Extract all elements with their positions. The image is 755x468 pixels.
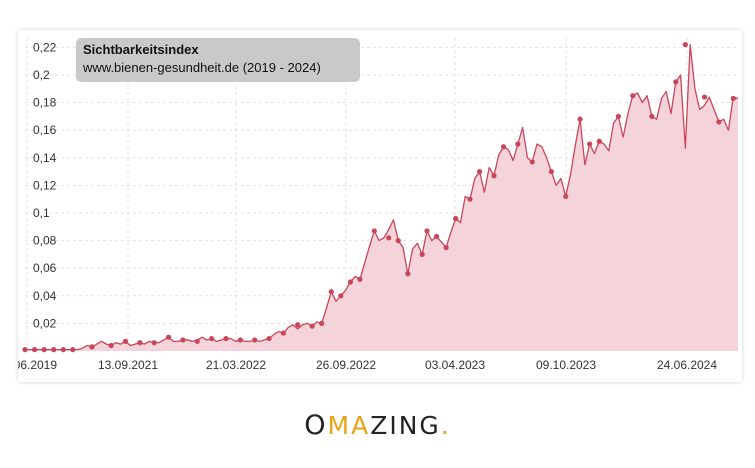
data-point[interactable] [467,196,473,202]
chart-subtitle: www.bienen-gesundheit.de (2019 - 2024) [83,60,321,75]
logo-letter-o: O [304,410,328,441]
series-line [25,43,739,351]
data-point[interactable] [716,119,722,125]
data-point[interactable] [328,289,334,295]
data-point[interactable] [682,42,688,48]
y-axis-labels: 0,22 0,2 0,18 0,16 0,14 0,12 0,1 0,08 0,06 0,04 0,… [33,40,57,330]
chart-card: 0,22 0,2 0,18 0,16 0,14 0,12 0,1 0,08 0,06 0,04 0,… [18,30,742,382]
data-point[interactable] [237,337,243,343]
data-point[interactable] [266,335,272,342]
data-point[interactable] [31,347,38,353]
x-tick-label: 21.03.2022 [206,358,266,372]
data-point[interactable] [89,344,95,350]
logo-accent: MA [327,411,371,440]
data-point[interactable] [515,141,521,147]
data-point[interactable] [529,159,535,165]
data-point[interactable] [477,169,483,175]
data-point[interactable] [223,335,229,342]
data-point[interactable] [371,228,377,234]
data-point[interactable] [491,173,497,179]
x-tick-label: 09.10.2023 [536,358,596,372]
data-point[interactable] [22,347,28,353]
data-point[interactable] [405,271,411,277]
data-point[interactable] [433,233,440,240]
y-tick-label: 0,08 [33,234,57,248]
data-point[interactable] [60,347,66,353]
data-point[interactable] [577,116,583,122]
data-point[interactable] [548,169,554,175]
data-point[interactable] [151,340,157,346]
data-point[interactable] [357,276,363,282]
logo-dot: . [440,411,451,440]
visibility-chart: 0,22 0,2 0,18 0,16 0,14 0,12 0,1 0,08 0,06 0,04 0,… [18,38,739,372]
data-point[interactable] [419,251,425,257]
omazing-logo: OMAZING. [0,410,755,441]
chart-legend: Sichtbarkeitsindex www.bienen-gesundheit… [76,38,360,82]
data-point[interactable] [701,94,708,100]
data-point[interactable] [165,334,172,340]
data-point[interactable] [295,322,301,328]
data-point[interactable] [395,238,401,244]
data-point[interactable] [596,138,602,144]
y-tick-label: 0,06 [33,261,57,275]
data-point[interactable] [587,141,593,147]
data-point[interactable] [319,320,325,326]
data-point[interactable] [137,340,143,346]
x-tick-label: 24.06.2024 [657,358,717,372]
data-point[interactable] [563,193,569,200]
data-point[interactable] [70,347,76,353]
data-point[interactable] [309,323,315,329]
series-area-fill [25,44,738,351]
data-point[interactable] [252,337,258,343]
data-point[interactable] [180,337,186,343]
data-markers [22,42,736,353]
data-point[interactable] [500,144,507,150]
data-point[interactable] [615,113,621,119]
x-axis-labels: 10.06.2019 13.09.2021 21.03.2022 26.09.2022… [18,358,717,372]
y-tick-label: 0,04 [33,289,57,303]
x-tick-label: 13.09.2021 [98,358,158,372]
data-point[interactable] [630,93,636,99]
data-point[interactable] [424,228,430,234]
y-tick-label: 0,18 [33,96,57,110]
data-point[interactable] [443,244,449,251]
chart-title: Sichtbarkeitsindex [83,42,199,57]
data-point[interactable] [209,335,215,342]
y-tick-label: 0,14 [33,151,57,165]
data-point[interactable] [51,347,57,353]
y-tick-label: 0,2 [33,68,50,82]
y-tick-label: 0,16 [33,123,57,137]
data-point[interactable] [730,95,736,102]
y-tick-label: 0,02 [33,316,57,330]
data-point[interactable] [280,330,286,336]
y-tick-label: 0,12 [33,178,57,192]
data-point[interactable] [453,215,459,222]
data-point[interactable] [338,293,344,299]
area-series [25,43,739,351]
y-tick-label: 0,22 [33,40,57,54]
data-point[interactable] [108,342,114,349]
data-point[interactable] [673,79,679,85]
data-point[interactable] [122,338,129,344]
data-point[interactable] [347,279,353,285]
data-point[interactable] [194,338,200,344]
x-tick-label: 26.09.2022 [316,358,376,372]
y-tick-label: 0,1 [33,206,50,220]
data-point[interactable] [649,113,655,119]
x-tick-label: 03.04.2023 [425,358,485,372]
logo-rest: ZING [370,411,441,440]
x-tick-label: 10.06.2019 [18,358,57,372]
data-point[interactable] [386,235,392,241]
data-point[interactable] [41,347,47,353]
